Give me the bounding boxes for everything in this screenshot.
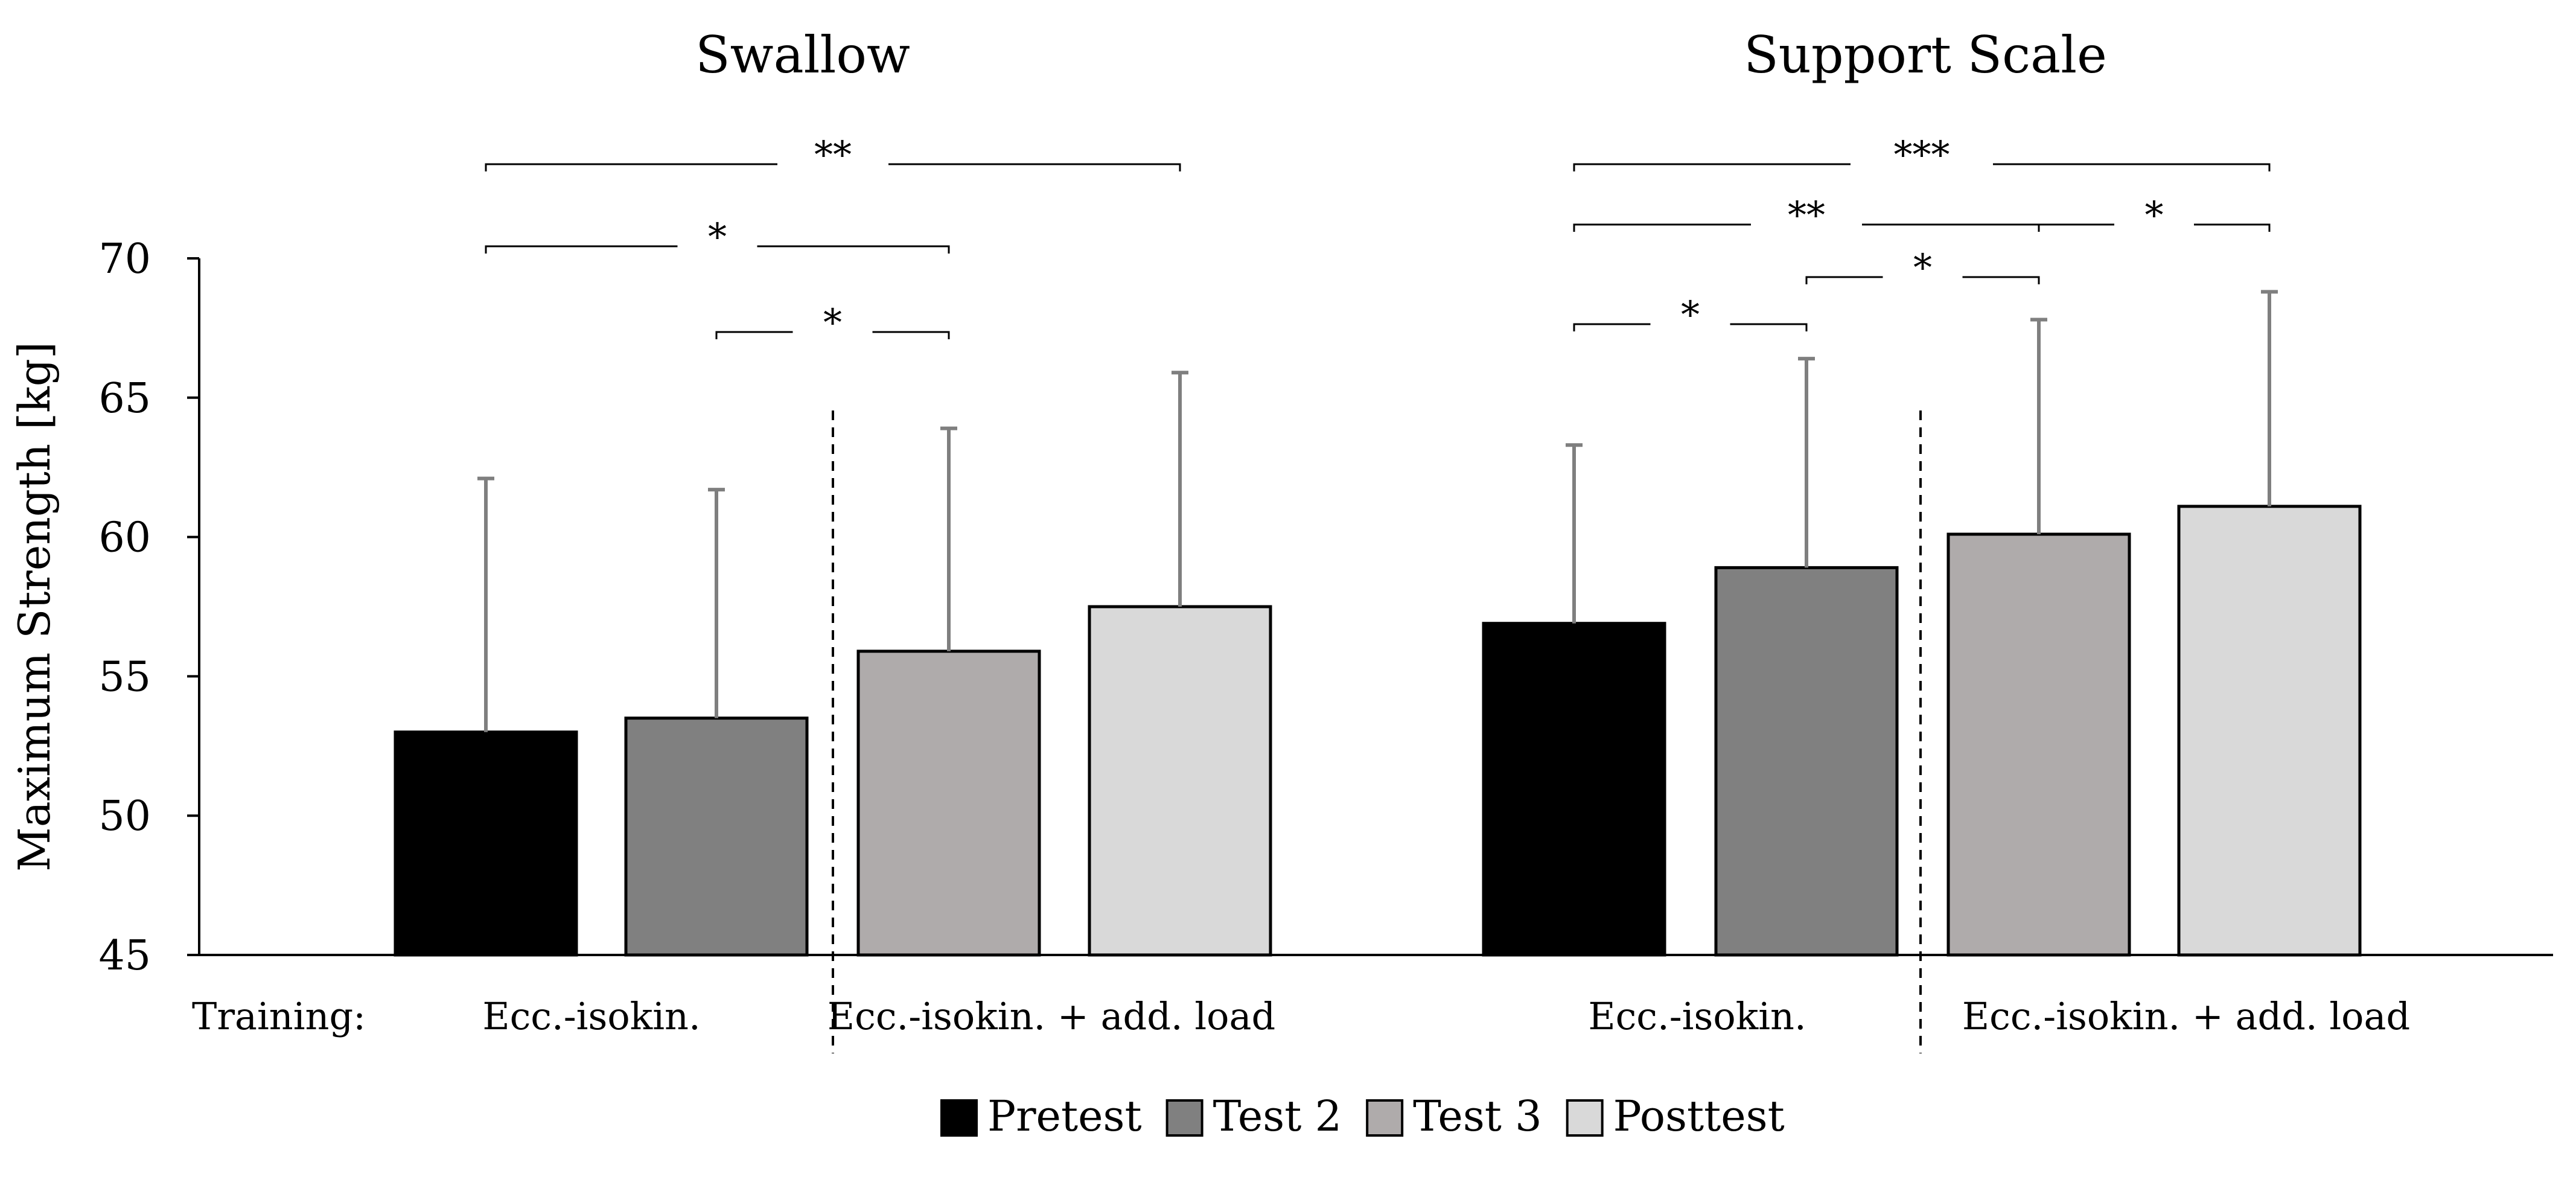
bar-posttest: [1088, 605, 1272, 957]
bracket-line-right: [1862, 223, 2040, 232]
significance-label: *: [1681, 293, 1700, 337]
bar-pretest: [394, 730, 578, 957]
y-tick-label: 65: [98, 375, 151, 423]
legend: Pretest Test 2 Test 3 Posttest: [940, 1091, 1785, 1141]
bracket-line-left: [2038, 223, 2114, 232]
training-group-label: Ecc.-isokin. + add. load: [827, 994, 1275, 1038]
significance-bracket: *: [485, 215, 950, 259]
y-tick-label: 50: [98, 793, 151, 840]
panel-1: Swallow Ecc.-isokin. Ecc.-isokin. + add. l…: [394, 25, 1275, 1053]
legend-label: Test 2: [1213, 1091, 1342, 1141]
legend-swatch: [1165, 1099, 1204, 1137]
legend-item: Posttest: [1566, 1091, 1785, 1141]
bracket-line-left: [485, 163, 777, 171]
bar-posttest: [2177, 505, 2362, 957]
significance-bracket: *: [1805, 246, 2040, 290]
axes: 45 50 55 60 65 70 Maximum Strength [kg] Trainin…: [9, 235, 2553, 1038]
bracket-line-left: [1573, 163, 1851, 171]
y-axis-label: Maximum Strength [kg]: [9, 342, 60, 872]
legend-swatch: [940, 1099, 978, 1137]
panel-title: Support Scale: [1744, 25, 2107, 85]
panels: Swallow Ecc.-isokin. Ecc.-isokin. + add. l…: [394, 25, 2410, 1053]
training-group-label: Ecc.-isokin.: [482, 994, 700, 1038]
significance-label: **: [814, 133, 852, 177]
significance-bracket: *: [1573, 293, 1808, 337]
training-label: Training:: [192, 994, 366, 1038]
bracket-line-right: [2194, 223, 2271, 232]
bracket-line-left: [1573, 223, 1751, 232]
significance-bracket: **: [1573, 193, 2040, 237]
legend-label: Test 3: [1413, 1091, 1542, 1141]
legend-item: Test 3: [1366, 1091, 1542, 1141]
legend-item: Test 2: [1165, 1091, 1342, 1141]
significance-bracket: ***: [1573, 133, 2271, 177]
bar-test-3: [1946, 532, 2131, 957]
significance-label: *: [1913, 246, 1932, 290]
significance-label: *: [2145, 193, 2164, 237]
significance-label: ***: [1894, 133, 1950, 177]
bracket-line-right: [872, 331, 950, 339]
panel-title: Swallow: [695, 25, 910, 85]
bar-test-2: [624, 717, 809, 957]
significance-label: *: [708, 215, 727, 259]
training-group-label: Ecc.-isokin.: [1588, 994, 1806, 1038]
training-group-label: Ecc.-isokin. + add. load: [1962, 994, 2410, 1038]
bracket-line-right: [757, 245, 950, 254]
significance-bracket: *: [2038, 193, 2271, 237]
bracket-line-left: [715, 331, 793, 339]
significance-bracket: **: [485, 133, 1181, 177]
significance-bracket: *: [715, 301, 950, 345]
bracket-line-right: [1730, 323, 1808, 331]
panel-2: Support Scale Ecc.-isokin. Ecc.-isokin. + …: [1482, 25, 2410, 1053]
y-tick-label: 70: [98, 235, 151, 283]
y-tick-label: 45: [98, 932, 151, 980]
bar-test-2: [1714, 566, 1899, 957]
bracket-line-right: [888, 163, 1181, 171]
bracket-line-left: [1805, 276, 1883, 284]
significance-label: **: [1788, 193, 1825, 237]
significance-label: *: [823, 301, 842, 345]
legend-swatch: [1366, 1099, 1404, 1137]
y-tick-label: 60: [98, 514, 151, 562]
bracket-line-left: [1573, 323, 1651, 331]
bar-test-3: [856, 650, 1041, 957]
legend-label: Posttest: [1613, 1091, 1785, 1141]
bracket-line-right: [1993, 163, 2271, 171]
legend-item: Pretest: [940, 1091, 1142, 1141]
bracket-line-left: [485, 245, 678, 254]
legend-swatch: [1566, 1099, 1604, 1137]
y-tick-label: 55: [98, 653, 151, 701]
bar-pretest: [1482, 622, 1666, 957]
bracket-line-right: [1962, 276, 2040, 284]
legend-label: Pretest: [987, 1091, 1142, 1141]
